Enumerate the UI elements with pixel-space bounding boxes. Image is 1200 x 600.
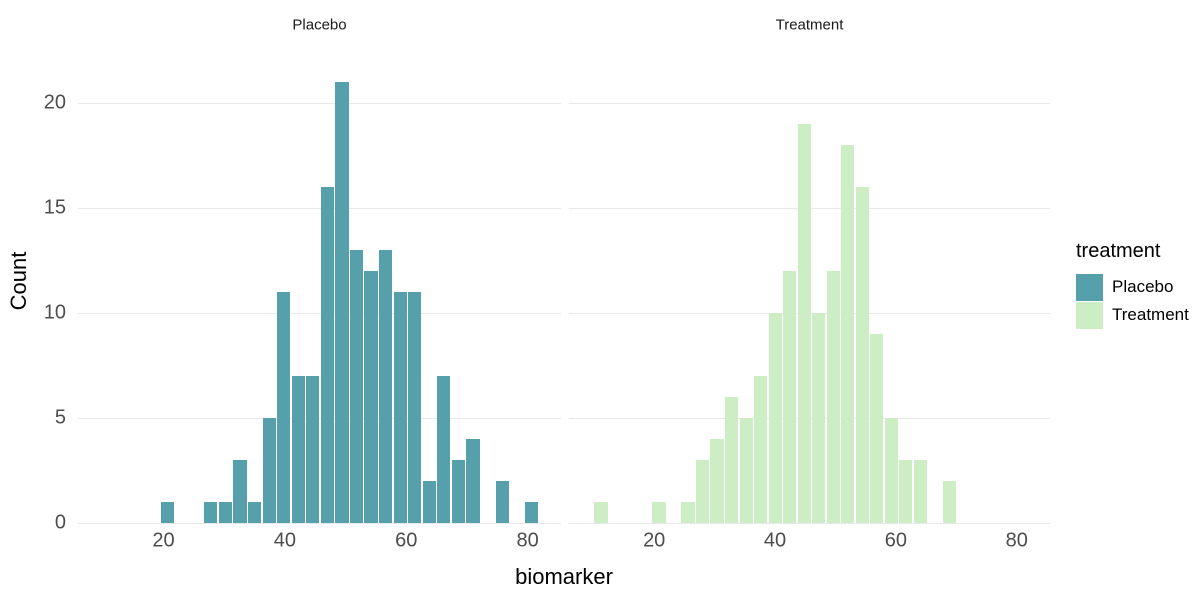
gridline-y20 <box>78 103 561 105</box>
y-tick-label-20: 20 <box>43 91 66 114</box>
histogram-bar <box>451 460 466 523</box>
histogram-bar <box>652 502 666 523</box>
y-tick-label-5: 5 <box>54 406 66 429</box>
histogram-bar <box>262 418 276 523</box>
histogram-bar <box>524 502 538 523</box>
histogram-bar <box>306 376 320 523</box>
histogram-bar <box>884 418 898 523</box>
histogram-bar <box>466 439 480 523</box>
x-tick-label-40: 40 <box>763 529 787 552</box>
legend-label-placebo: Placebo <box>1112 277 1174 296</box>
histogram-bar <box>393 292 407 523</box>
legend-swatch-treatment <box>1076 301 1103 329</box>
histogram-bar <box>204 502 218 523</box>
histogram-bar <box>364 271 378 523</box>
gridline-y0 <box>569 523 1050 525</box>
histogram-bar <box>233 460 247 523</box>
histogram-bar <box>681 502 695 523</box>
histogram-bar <box>695 460 710 523</box>
histogram-bar <box>724 397 739 523</box>
histogram-bar <box>247 502 262 523</box>
histogram-bar <box>797 124 811 523</box>
legend-item-placebo: Placebo <box>1076 273 1189 301</box>
histogram-bar <box>335 82 349 523</box>
x-tick-label-60: 60 <box>884 529 908 552</box>
histogram-bar <box>422 481 436 523</box>
histogram-bar <box>594 502 608 523</box>
histogram-bar <box>913 460 927 523</box>
histogram-bar <box>710 439 724 523</box>
histogram-bar <box>826 271 840 523</box>
gridline-y0 <box>78 523 561 525</box>
histogram-bar <box>768 313 782 523</box>
x-tick-label-80: 80 <box>516 529 539 552</box>
x-tick-label-80: 80 <box>1005 529 1028 552</box>
gridline-y5 <box>78 418 561 420</box>
histogram-bar <box>277 292 291 523</box>
histogram-bar <box>783 271 797 523</box>
gridline-y15 <box>78 208 561 210</box>
gridline-y20 <box>569 103 1050 105</box>
y-tick-label-10: 10 <box>43 301 66 324</box>
y-axis-title: Count <box>6 251 31 311</box>
histogram-bar <box>408 292 422 523</box>
histogram-bar <box>349 250 364 523</box>
strip-label-treatment: Treatment <box>775 16 844 34</box>
histogram-bar <box>218 502 233 523</box>
histogram-bar <box>754 376 768 523</box>
histogram-bar <box>870 334 884 523</box>
strip-label-placebo: Placebo <box>292 16 347 34</box>
histogram-bar <box>841 145 855 523</box>
histogram-bar <box>855 187 869 523</box>
histogram-bar <box>942 481 956 523</box>
x-tick-label-40: 40 <box>273 529 297 552</box>
y-tick-label-15: 15 <box>43 196 66 219</box>
histogram-bar <box>320 187 334 523</box>
histogram-bar <box>812 313 826 523</box>
legend-swatch-placebo <box>1076 273 1103 301</box>
x-axis-title: biomarker <box>515 564 613 589</box>
legend-title: treatment <box>1076 240 1161 262</box>
histogram-bar <box>291 376 305 523</box>
histogram-bar <box>899 460 913 523</box>
legend-label-treatment: Treatment <box>1112 305 1189 324</box>
y-tick-label-0: 0 <box>54 511 66 534</box>
histogram-bar <box>495 481 509 523</box>
histogram-bar <box>739 418 753 523</box>
histogram-bar <box>437 376 451 523</box>
legend: treatment Placebo Treatment <box>1076 240 1189 329</box>
x-tick-label-20: 20 <box>643 529 666 552</box>
x-tick-label-20: 20 <box>152 529 175 552</box>
gridline-y10 <box>78 313 561 315</box>
histogram-bar <box>379 250 393 523</box>
x-tick-label-60: 60 <box>395 529 418 552</box>
legend-item-treatment: Treatment <box>1076 301 1189 329</box>
histogram-bar <box>160 502 174 523</box>
